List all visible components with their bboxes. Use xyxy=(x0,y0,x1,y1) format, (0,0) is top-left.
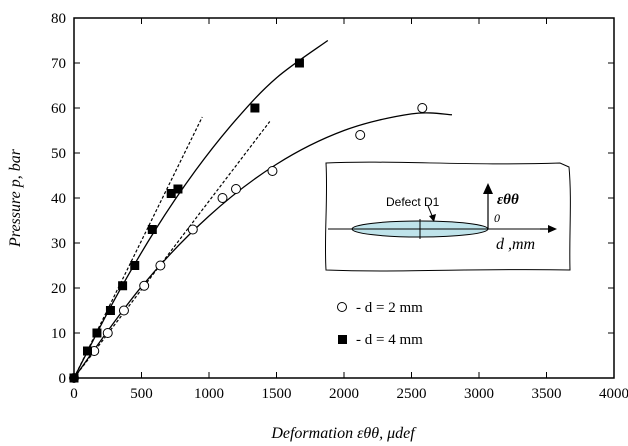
data-markers xyxy=(69,58,428,383)
data-point-d2 xyxy=(139,280,150,291)
legend: - d = 2 mm - d = 4 mm xyxy=(337,300,423,348)
x-tick-label: 500 xyxy=(130,386,153,402)
linear-fit-series-2 xyxy=(73,116,203,379)
data-point-d2 xyxy=(267,166,278,176)
y-tick-label: 20 xyxy=(51,281,66,297)
defect-pointer-head-icon xyxy=(429,214,436,222)
y-tick-label: 10 xyxy=(51,326,66,342)
strain-arrowhead-icon xyxy=(483,183,493,194)
data-point-d2 xyxy=(155,260,166,271)
y-tick-label: 30 xyxy=(51,236,66,252)
legend-marker-d4 xyxy=(338,335,347,344)
data-point-d2 xyxy=(231,184,241,194)
data-point-d2 xyxy=(102,328,113,338)
x-axis-ticks: 0 500 1000 1500 2000 2500 3000 3500 4000 xyxy=(70,18,628,402)
strain-symbol-label: εθθ xyxy=(497,192,519,208)
data-point-d4 xyxy=(294,58,304,68)
data-point-d4 xyxy=(69,373,79,383)
data-point-d4 xyxy=(130,261,140,270)
y-tick-label: 70 xyxy=(51,56,66,72)
legend-label-d2: - d = 2 mm xyxy=(356,300,423,316)
x-tick-label: 1500 xyxy=(262,386,292,402)
y-tick-label: 60 xyxy=(51,101,66,117)
fit-curve-series-2 xyxy=(73,39,329,379)
data-point-d4 xyxy=(118,281,128,291)
linear-fit-series-1 xyxy=(73,121,271,379)
y-tick-label: 80 xyxy=(51,11,66,27)
data-point-d4 xyxy=(250,103,260,113)
y-tick-label: 50 xyxy=(51,146,66,162)
data-point-d2 xyxy=(355,130,366,140)
y-axis-ticks: 0 10 20 30 40 50 60 70 80 xyxy=(51,11,614,387)
x-tick-label: 4000 xyxy=(599,386,628,402)
x-tick-label: 0 xyxy=(70,386,78,402)
d-axis-label: d ,mm xyxy=(496,236,535,253)
data-point-d4 xyxy=(92,328,102,338)
data-point-d4 xyxy=(105,306,115,315)
inset-frame xyxy=(324,161,571,272)
x-tick-label: 2500 xyxy=(397,386,427,402)
x-tick-label: 3500 xyxy=(532,386,562,402)
y-tick-label: 40 xyxy=(51,191,66,207)
x-tick-label: 2000 xyxy=(329,386,359,402)
data-point-d2 xyxy=(187,224,198,235)
defect-label: Defect D1 xyxy=(386,195,440,209)
data-point-d4 xyxy=(147,225,157,234)
y-axis-title: Pressure p, bar xyxy=(7,148,24,248)
fit-curve-series-1 xyxy=(73,112,453,379)
origin-label: 0 xyxy=(494,211,500,225)
legend-label-d4: - d = 4 mm xyxy=(356,332,423,348)
data-point-d2 xyxy=(118,305,129,316)
data-point-d2 xyxy=(417,103,428,113)
x-axis-title: Deformation εθθ, μdef xyxy=(270,425,417,442)
x-tick-label: 3000 xyxy=(464,386,494,402)
data-point-d2 xyxy=(217,193,228,203)
data-point-d4 xyxy=(173,184,183,194)
inset-diagram: Defect D1 εθθ 0 d ,mm xyxy=(324,161,571,272)
fit-lines xyxy=(73,39,453,379)
legend-marker-d2 xyxy=(337,302,347,312)
data-point-d4 xyxy=(83,346,92,356)
data-point-d4 xyxy=(166,189,176,198)
x-tick-label: 1000 xyxy=(194,386,224,402)
y-tick-label: 0 xyxy=(59,371,67,387)
d-arrowhead-icon xyxy=(548,225,557,233)
